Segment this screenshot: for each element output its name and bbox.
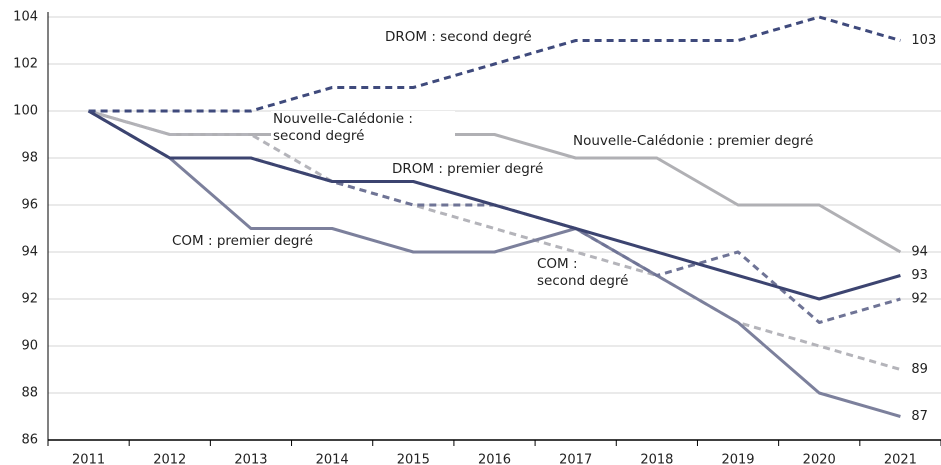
y-tick-label: 100 <box>13 104 38 119</box>
series-label: COM : premier degré <box>172 233 314 249</box>
end-value-label: 94 <box>911 245 928 260</box>
series-label: Nouvelle-Calédonie : second degré <box>271 111 455 145</box>
x-tick-label: 2016 <box>478 453 511 465</box>
x-tick-label: 2012 <box>153 453 186 465</box>
end-value-label: 89 <box>911 362 928 377</box>
x-tick-label: 2013 <box>234 453 267 465</box>
end-value-label: 87 <box>911 409 928 424</box>
series-line <box>87 109 901 301</box>
y-tick-label: 98 <box>21 151 38 166</box>
x-tick-label: 2019 <box>721 453 754 465</box>
y-tick-label: 96 <box>21 198 38 213</box>
x-tick-label: 2020 <box>803 453 836 465</box>
series-label: Nouvelle-Calédonie : premier degré <box>571 133 816 150</box>
series-label: DROM : second degré <box>383 29 534 46</box>
end-value-label: 103 <box>911 33 936 48</box>
y-tick-label: 102 <box>13 57 38 72</box>
x-tick-label: 2018 <box>640 453 673 465</box>
x-tick-label: 2014 <box>316 453 349 465</box>
x-tick-label: 2021 <box>884 453 917 465</box>
series-line <box>87 109 901 418</box>
y-tick-label: 94 <box>21 245 38 260</box>
y-tick-label: 104 <box>13 10 38 25</box>
x-tick-label: 2015 <box>397 453 430 465</box>
y-tick-label: 90 <box>21 339 38 354</box>
end-value-label: 92 <box>911 292 928 307</box>
series-label: DROM : premier degré <box>390 161 546 178</box>
x-tick-label: 2011 <box>72 453 105 465</box>
end-value-label: 93 <box>911 268 928 283</box>
y-tick-label: 92 <box>21 292 38 307</box>
x-tick-label: 2017 <box>559 453 592 465</box>
y-tick-label: 86 <box>21 433 38 448</box>
series-line <box>88 15 901 113</box>
y-tick-label: 88 <box>21 386 38 401</box>
series-label: COM : second degré <box>537 256 629 289</box>
series-line <box>88 109 901 371</box>
